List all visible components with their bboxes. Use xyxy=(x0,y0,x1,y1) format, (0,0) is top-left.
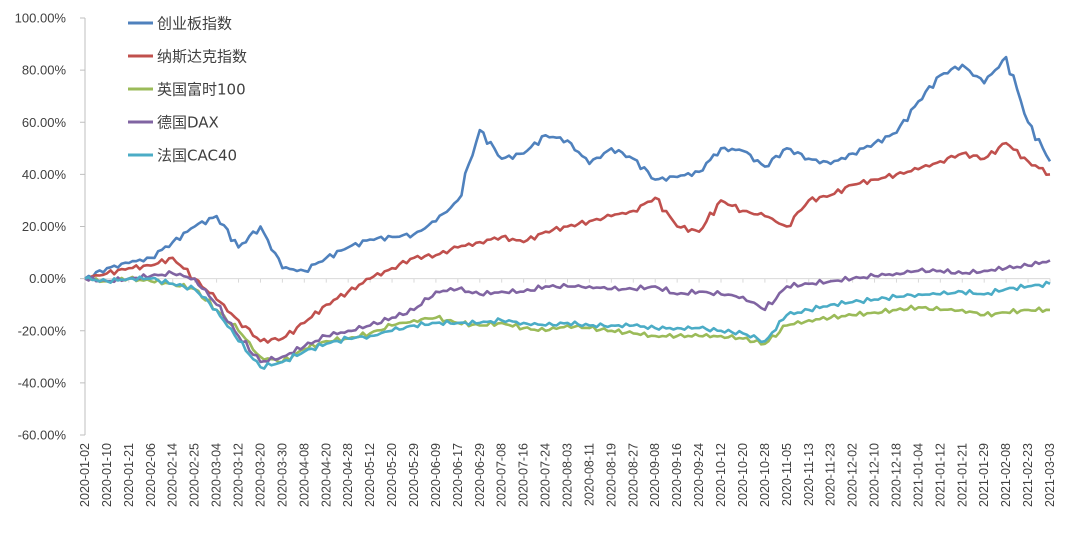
y-tick-label: 100.00% xyxy=(15,11,67,26)
y-tick-label: -20.00% xyxy=(18,323,67,338)
series-line xyxy=(84,275,1051,370)
x-tick-label: 2020-04-28 xyxy=(341,443,355,507)
x-tick-label: 2020-01-02 xyxy=(78,443,92,507)
x-tick-label: 2020-03-04 xyxy=(210,443,224,507)
x-tick-label: 2021-02-08 xyxy=(999,443,1013,507)
x-tick-label: 2020-04-08 xyxy=(297,443,311,507)
y-tick-label: 20.00% xyxy=(22,219,67,234)
y-tick-label: -60.00% xyxy=(18,428,67,443)
x-tick-label: 2020-07-08 xyxy=(495,443,509,507)
x-tick-label: 2020-11-23 xyxy=(824,443,838,506)
x-tick-label: 2020-08-03 xyxy=(561,443,575,507)
x-tick-label: 2020-08-19 xyxy=(604,443,618,507)
x-tick-label: 2020-06-29 xyxy=(473,443,487,507)
x-tick-label: 2021-02-23 xyxy=(1021,443,1035,507)
series-line xyxy=(84,275,1051,364)
x-tick-label: 2020-02-06 xyxy=(144,443,158,507)
x-tick-label: 2020-07-24 xyxy=(539,443,553,507)
legend-label: 法国CAC40 xyxy=(157,147,237,165)
x-tick-label: 2020-08-27 xyxy=(626,443,640,507)
series-line xyxy=(84,55,1052,280)
y-tick-label: 0.00% xyxy=(29,271,66,286)
series-line xyxy=(84,141,1051,344)
x-tick-label: 2020-10-20 xyxy=(736,443,750,507)
y-tick-label: 40.00% xyxy=(22,167,67,182)
x-tick-label: 2020-12-10 xyxy=(868,443,882,507)
series-line xyxy=(84,259,1051,364)
legend-label: 德国DAX xyxy=(157,114,219,132)
x-tick-label: 2020-02-25 xyxy=(188,443,202,507)
x-tick-label: 2020-09-16 xyxy=(670,443,684,507)
x-tick-label: 2020-03-20 xyxy=(253,443,267,507)
x-axis: 2020-01-02 2020-01-10 2020-01-21 2020-02-06… xyxy=(78,278,1057,507)
x-tick-label: 2020-01-10 xyxy=(100,443,114,507)
x-tick-label: 2020-04-20 xyxy=(319,443,333,507)
legend-label: 创业板指数 xyxy=(157,15,232,33)
x-tick-label: 2020-10-12 xyxy=(714,443,728,507)
x-tick-label: 2020-10-28 xyxy=(758,443,772,507)
x-tick-label: 2020-05-29 xyxy=(407,443,421,507)
x-tick-label: 2020-11-13 xyxy=(802,443,816,506)
x-tick-label: 2020-05-12 xyxy=(363,443,377,507)
x-tick-label: 2021-01-12 xyxy=(933,443,947,507)
series-lines xyxy=(84,55,1052,370)
x-tick-label: 2020-09-08 xyxy=(648,443,662,507)
x-tick-label: 2021-01-21 xyxy=(955,443,969,507)
y-tick-label: -40.00% xyxy=(18,375,67,390)
legend-label: 英国富时100 xyxy=(157,81,246,99)
x-tick-label: 2020-06-17 xyxy=(451,443,465,507)
legend-label: 纳斯达克指数 xyxy=(157,48,247,66)
x-tick-label: 2020-02-14 xyxy=(166,443,180,507)
x-tick-label: 2020-11-05 xyxy=(780,443,794,506)
x-tick-label: 2020-08-11 xyxy=(582,443,596,506)
x-tick-label: 2020-05-20 xyxy=(385,443,399,507)
x-tick-label: 2020-03-30 xyxy=(275,443,289,507)
x-tick-label: 2020-03-12 xyxy=(232,443,246,507)
x-tick-label: 2020-09-24 xyxy=(692,443,706,507)
x-tick-label: 2021-01-29 xyxy=(977,443,991,507)
y-tick-label: 60.00% xyxy=(22,115,67,130)
x-tick-label: 2020-01-21 xyxy=(122,443,136,507)
x-tick-label: 2021-03-03 xyxy=(1043,443,1057,507)
x-tick-label: 2020-06-09 xyxy=(429,443,443,507)
y-axis: 100.00% 80.00% 60.00% 40.00% 20.00% 0.00% -20.… xyxy=(15,11,86,443)
y-tick-label: 80.00% xyxy=(22,63,67,78)
x-tick-label: 2020-12-18 xyxy=(889,443,903,507)
x-tick-label: 2020-07-16 xyxy=(517,443,531,507)
x-tick-label: 2020-12-02 xyxy=(846,443,860,507)
x-tick-label: 2021-01-04 xyxy=(911,443,925,507)
